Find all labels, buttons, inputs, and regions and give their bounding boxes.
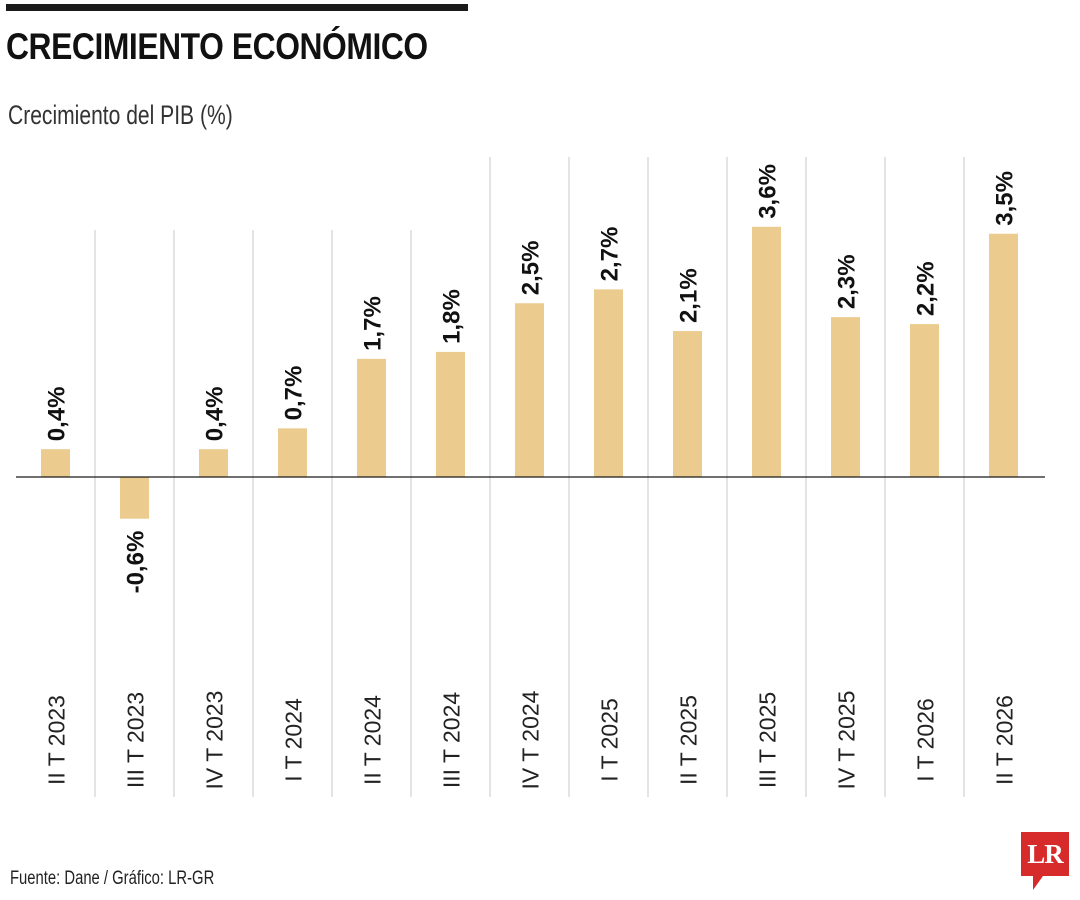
bar — [989, 233, 1018, 477]
bar — [831, 317, 860, 477]
category-label: III T 2024 — [439, 692, 465, 789]
data-label: -0,6% — [123, 531, 150, 594]
category-label: IV T 2025 — [834, 691, 860, 790]
data-label: 2,1% — [676, 268, 703, 323]
category-label: II T 2025 — [676, 695, 702, 785]
bar — [673, 331, 702, 477]
category-label: II T 2024 — [360, 695, 386, 785]
data-label: 1,8% — [439, 289, 466, 344]
data-label: 0,4% — [202, 386, 229, 441]
logo-text: LR — [1027, 839, 1064, 869]
data-label: 0,7% — [281, 366, 308, 421]
chart-title: CRECIMIENTO ECONÓMICO — [6, 26, 428, 67]
category-label: IV T 2024 — [518, 690, 544, 789]
lr-logo-shape — [1021, 832, 1069, 890]
bar — [515, 303, 544, 477]
category-label: II T 2026 — [992, 695, 1018, 785]
bar — [357, 358, 386, 477]
bar — [199, 449, 228, 477]
bar — [752, 226, 781, 477]
category-label: III T 2025 — [755, 692, 781, 788]
data-label: 0,4% — [44, 386, 71, 441]
data-label: 2,3% — [834, 254, 861, 309]
category-label: I T 2024 — [281, 698, 307, 782]
category-label: II T 2023 — [44, 695, 70, 785]
source-note: Fuente: Dane / Gráfico: LR-GR — [10, 868, 215, 889]
data-label: 2,2% — [913, 261, 940, 316]
category-label: I T 2026 — [913, 698, 939, 782]
bar — [910, 324, 939, 477]
top-rule — [6, 4, 468, 11]
data-label: 1,7% — [360, 296, 387, 351]
category-label: IV T 2023 — [202, 691, 228, 790]
data-label: 2,7% — [597, 227, 624, 282]
category-label: III T 2023 — [123, 692, 149, 788]
bar — [41, 449, 70, 477]
data-label: 2,5% — [518, 241, 545, 296]
bar — [436, 351, 465, 477]
bar — [278, 428, 307, 477]
chart-subtitle: Crecimiento del PIB (%) — [8, 100, 233, 130]
bar — [120, 477, 149, 519]
bar — [594, 289, 623, 477]
data-label: 3,6% — [755, 164, 782, 219]
data-label: 3,5% — [992, 171, 1019, 226]
category-label: I T 2025 — [597, 698, 623, 782]
lr-logo-icon: LR — [1021, 832, 1069, 890]
